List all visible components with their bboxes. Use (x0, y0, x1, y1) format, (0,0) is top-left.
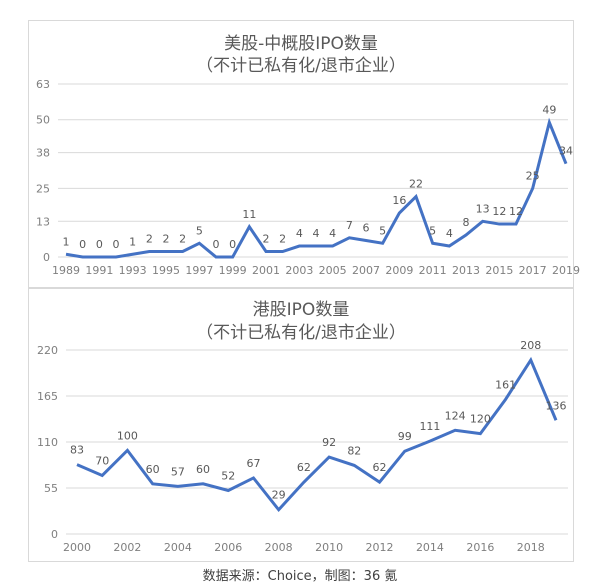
svg-text:22: 22 (409, 178, 423, 191)
svg-text:0: 0 (213, 238, 220, 251)
svg-text:62: 62 (297, 461, 311, 474)
svg-text:2: 2 (163, 233, 170, 246)
svg-text:7: 7 (346, 219, 353, 232)
chart-subtitle: （不计已私有化/退市企业） (196, 323, 406, 343)
svg-text:2018: 2018 (517, 541, 545, 554)
svg-text:70: 70 (95, 454, 109, 467)
svg-text:2012: 2012 (366, 541, 394, 554)
svg-text:2: 2 (179, 233, 186, 246)
svg-text:2011: 2011 (419, 264, 447, 277)
svg-text:2: 2 (263, 233, 270, 246)
svg-text:0: 0 (113, 238, 120, 251)
svg-text:11: 11 (242, 208, 256, 221)
svg-text:2017: 2017 (519, 264, 547, 277)
svg-text:1: 1 (129, 235, 136, 248)
svg-text:208: 208 (520, 339, 541, 352)
svg-text:2002: 2002 (113, 541, 141, 554)
svg-text:0: 0 (229, 238, 236, 251)
svg-text:4: 4 (313, 227, 320, 240)
svg-text:220: 220 (37, 344, 58, 357)
svg-text:2013: 2013 (452, 264, 480, 277)
svg-text:0: 0 (51, 528, 58, 541)
us-chinese-ipo-chart: 美股-中概股IPO数量 （不计已私有化/退市企业） (28, 20, 574, 288)
svg-text:16: 16 (392, 194, 406, 207)
svg-text:0: 0 (96, 238, 103, 251)
svg-text:6: 6 (363, 222, 370, 235)
svg-text:161: 161 (495, 378, 516, 391)
svg-text:1: 1 (63, 235, 70, 248)
svg-text:38: 38 (36, 147, 50, 160)
svg-text:1999: 1999 (219, 264, 247, 277)
svg-text:12: 12 (509, 205, 523, 218)
svg-text:25: 25 (526, 169, 540, 182)
svg-text:110: 110 (37, 436, 58, 449)
svg-text:2019: 2019 (552, 264, 580, 277)
svg-text:12: 12 (492, 205, 506, 218)
svg-text:4: 4 (296, 227, 303, 240)
hk-ipo-chart: 港股IPO数量 （不计已私有化/退市企业） (28, 288, 574, 562)
svg-text:63: 63 (36, 78, 50, 91)
svg-text:2010: 2010 (315, 541, 343, 554)
svg-text:83: 83 (70, 444, 84, 457)
data-source-caption: 数据来源：Choice，制图：36 氪 (202, 569, 398, 584)
chart-subtitle: （不计已私有化/退市企业） (196, 56, 406, 76)
svg-text:2014: 2014 (416, 541, 444, 554)
svg-text:1997: 1997 (185, 264, 213, 277)
svg-text:1993: 1993 (119, 264, 147, 277)
svg-text:136: 136 (546, 399, 567, 412)
svg-text:2: 2 (146, 233, 153, 246)
svg-text:57: 57 (171, 465, 185, 478)
svg-text:52: 52 (221, 470, 235, 483)
svg-text:0: 0 (79, 238, 86, 251)
svg-text:1989: 1989 (52, 264, 80, 277)
svg-text:5: 5 (196, 224, 203, 237)
svg-text:2000: 2000 (63, 541, 91, 554)
chart-title: 港股IPO数量 (252, 300, 350, 320)
svg-text:4: 4 (446, 227, 453, 240)
svg-text:2007: 2007 (352, 264, 380, 277)
chart-title: 美股-中概股IPO数量 (224, 34, 378, 54)
svg-text:2004: 2004 (164, 541, 192, 554)
svg-text:67: 67 (246, 457, 260, 470)
svg-text:2005: 2005 (319, 264, 347, 277)
svg-text:1991: 1991 (85, 264, 113, 277)
svg-text:2008: 2008 (265, 541, 293, 554)
svg-text:60: 60 (196, 463, 210, 476)
svg-text:2016: 2016 (466, 541, 494, 554)
svg-text:100: 100 (117, 429, 138, 442)
svg-text:49: 49 (542, 103, 556, 116)
svg-text:120: 120 (470, 413, 491, 426)
svg-text:25: 25 (36, 182, 50, 195)
svg-text:2009: 2009 (385, 264, 413, 277)
svg-text:34: 34 (559, 145, 573, 158)
svg-text:1995: 1995 (152, 264, 180, 277)
svg-text:60: 60 (146, 463, 160, 476)
svg-text:165: 165 (37, 390, 58, 403)
svg-text:62: 62 (373, 461, 387, 474)
svg-text:50: 50 (36, 114, 50, 127)
svg-text:5: 5 (379, 224, 386, 237)
svg-text:92: 92 (322, 436, 336, 449)
svg-text:5: 5 (429, 224, 436, 237)
svg-text:111: 111 (419, 420, 440, 433)
svg-text:2001: 2001 (252, 264, 280, 277)
svg-text:0: 0 (43, 251, 50, 264)
svg-text:82: 82 (347, 444, 361, 457)
svg-text:2006: 2006 (214, 541, 242, 554)
svg-text:29: 29 (272, 489, 286, 502)
svg-text:13: 13 (36, 215, 50, 228)
svg-text:124: 124 (445, 409, 466, 422)
svg-text:2: 2 (279, 233, 286, 246)
svg-text:99: 99 (398, 430, 412, 443)
svg-text:13: 13 (476, 202, 490, 215)
svg-text:2003: 2003 (285, 264, 313, 277)
svg-text:8: 8 (463, 216, 470, 229)
svg-text:4: 4 (329, 227, 336, 240)
svg-text:55: 55 (44, 482, 58, 495)
svg-text:2015: 2015 (485, 264, 513, 277)
